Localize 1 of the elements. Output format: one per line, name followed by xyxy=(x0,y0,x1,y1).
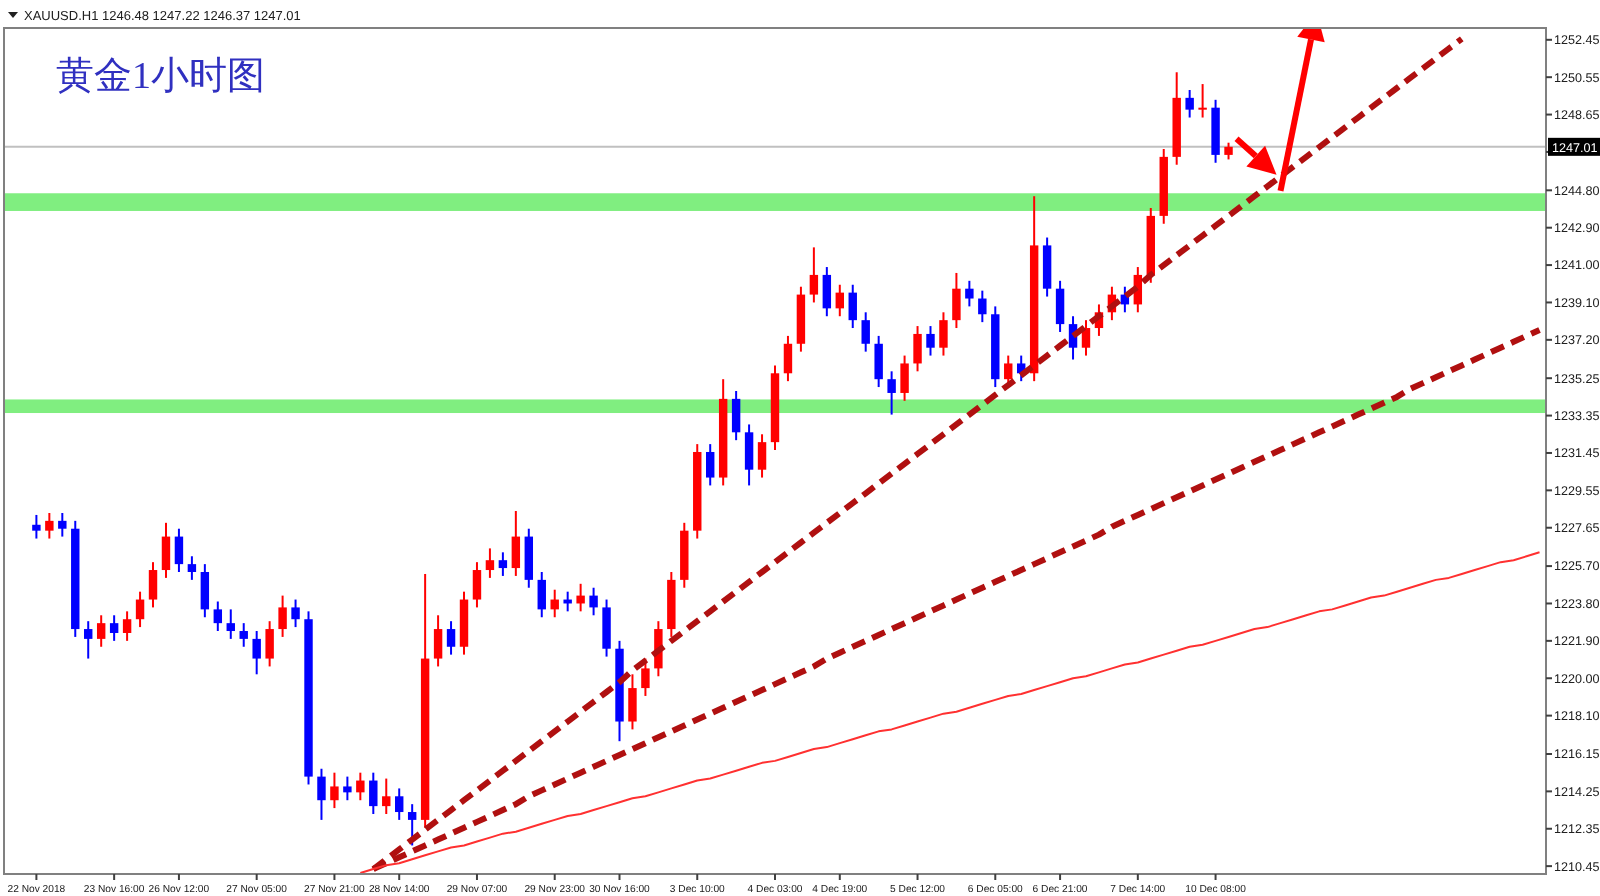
text: 黄金1小时图 xyxy=(56,56,265,98)
